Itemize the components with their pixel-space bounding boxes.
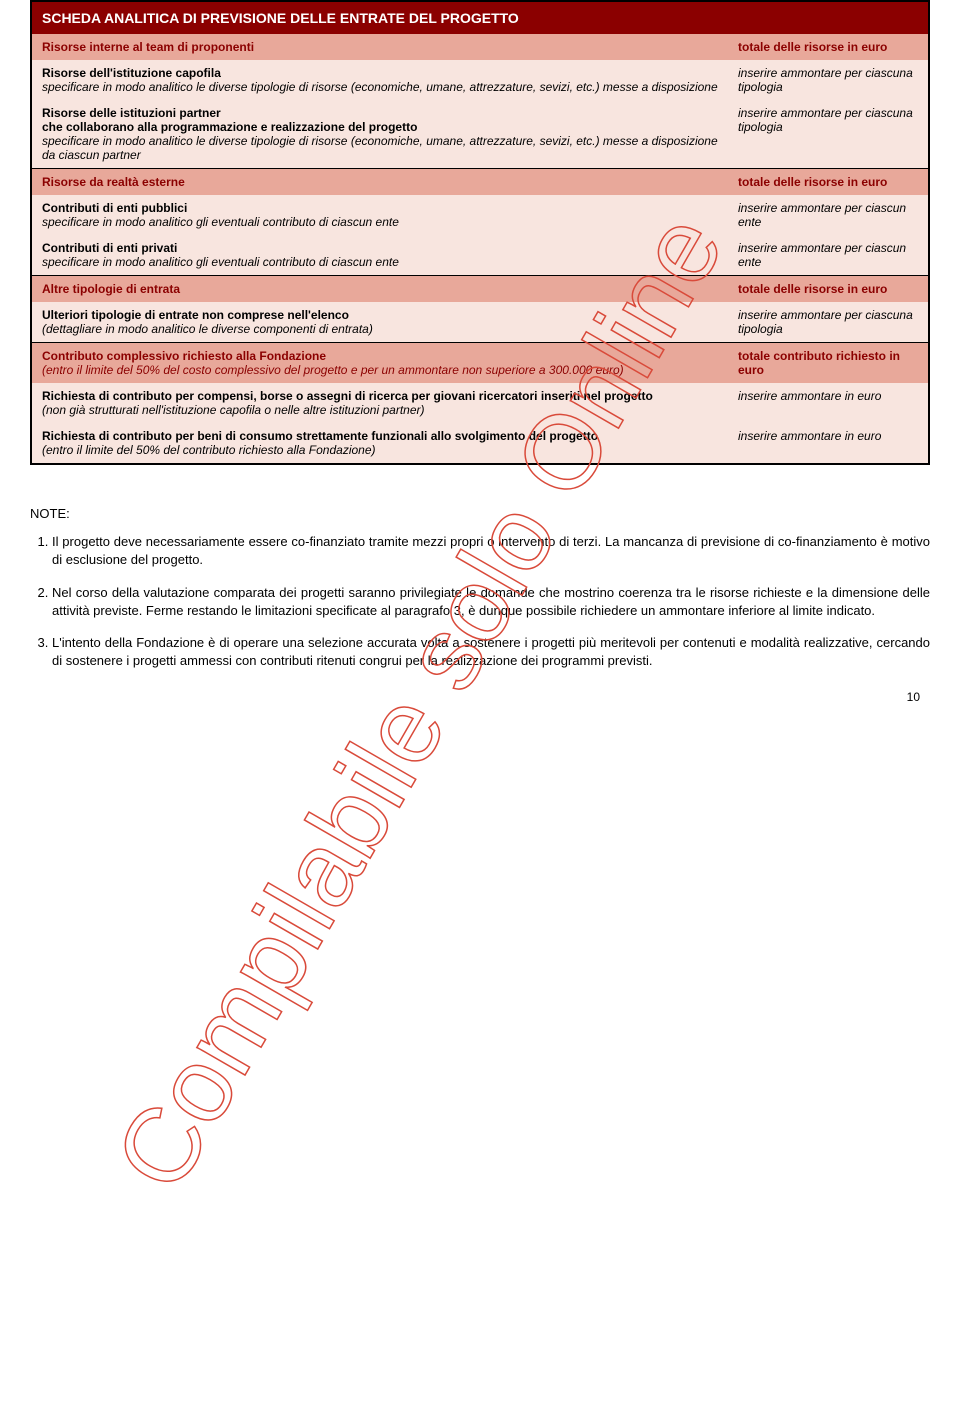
row-left-detail: (entro il limite del 50% del costo compl… [42, 363, 624, 377]
table-row: Ulteriori tipologie di entrate non compr… [32, 302, 928, 343]
table-row: Contributi di enti privati specificare i… [32, 235, 928, 276]
row-left-detail: specificare in modo analitico le diverse… [42, 80, 718, 94]
row-left-title: Richiesta di contributo per beni di cons… [42, 429, 598, 443]
row-left-title: Risorse dell'istituzione capofila [42, 66, 221, 80]
table-row: Altre tipologie di entrata totale delle … [32, 276, 928, 303]
row-left-mid: che collaborano alla programmazione e re… [42, 120, 417, 134]
row-left-detail: specificare in modo analitico le diverse… [42, 134, 718, 162]
row-left-detail: (non già strutturati nell'istituzione ca… [42, 403, 425, 417]
notes-list: Il progetto deve necessariamente essere … [30, 533, 930, 670]
row-left-title: Contributi di enti pubblici [42, 201, 187, 215]
table-title: SCHEDA ANALITICA DI PREVISIONE DELLE ENT… [32, 2, 928, 34]
row-right-title: inserire ammontare in euro [738, 389, 881, 403]
page-container: SCHEDA ANALITICA DI PREVISIONE DELLE ENT… [0, 0, 960, 714]
row-left-title: Risorse delle istituzioni partner [42, 106, 221, 120]
table-row: Contributi di enti pubblici specificare … [32, 195, 928, 235]
notes-title: NOTE: [30, 505, 930, 523]
notes-item: L'intento della Fondazione è di operare … [52, 634, 930, 670]
row-left-title: Risorse da realtà esterne [42, 175, 185, 189]
row-right-title: inserire ammontare in euro [738, 429, 881, 443]
page-number: 10 [907, 690, 920, 704]
row-right-title: inserire ammontare per ciascun ente [738, 201, 906, 229]
row-right-title: inserire ammontare per ciascuna tipologi… [738, 308, 913, 336]
notes-item: Nel corso della valutazione comparata de… [52, 584, 930, 620]
row-left-title: Altre tipologie di entrata [42, 282, 180, 296]
entries-table: Risorse interne al team di proponenti to… [32, 34, 928, 463]
table-row: Risorse da realtà esterne totale delle r… [32, 169, 928, 196]
row-left-title: Ulteriori tipologie di entrate non compr… [42, 308, 349, 322]
main-table: SCHEDA ANALITICA DI PREVISIONE DELLE ENT… [30, 0, 930, 465]
notes-section: NOTE: Il progetto deve necessariamente e… [30, 505, 930, 670]
table-row: Richiesta di contributo per beni di cons… [32, 423, 928, 463]
row-left-title: Richiesta di contributo per compensi, bo… [42, 389, 653, 403]
row-right-title: totale delle risorse in euro [738, 40, 887, 54]
row-right-title: inserire ammontare per ciascuna tipologi… [738, 66, 913, 94]
row-right-title: inserire ammontare per ciascuna tipologi… [738, 106, 913, 134]
row-right-title: totale delle risorse in euro [738, 282, 887, 296]
table-row: Risorse interne al team di proponenti to… [32, 34, 928, 60]
row-left-detail: specificare in modo analitico gli eventu… [42, 215, 399, 229]
row-right-title: inserire ammontare per ciascun ente [738, 241, 906, 269]
table-row: Richiesta di contributo per compensi, bo… [32, 383, 928, 423]
table-row: Contributo complessivo richiesto alla Fo… [32, 343, 928, 384]
row-left-detail: (entro il limite del 50% del contributo … [42, 443, 376, 457]
row-right-title: totale delle risorse in euro [738, 175, 887, 189]
table-row: Risorse dell'istituzione capofila specif… [32, 60, 928, 100]
row-left-detail: (dettagliare in modo analitico le divers… [42, 322, 373, 336]
row-left-title: Contributo complessivo richiesto alla Fo… [42, 349, 326, 363]
table-row: Risorse delle istituzioni partner che co… [32, 100, 928, 169]
row-left-title: Risorse interne al team di proponenti [42, 40, 254, 54]
notes-item: Il progetto deve necessariamente essere … [52, 533, 930, 569]
row-left-title: Contributi di enti privati [42, 241, 177, 255]
row-right-title: totale contributo richiesto in euro [738, 349, 900, 377]
row-left-detail: specificare in modo analitico gli eventu… [42, 255, 399, 269]
